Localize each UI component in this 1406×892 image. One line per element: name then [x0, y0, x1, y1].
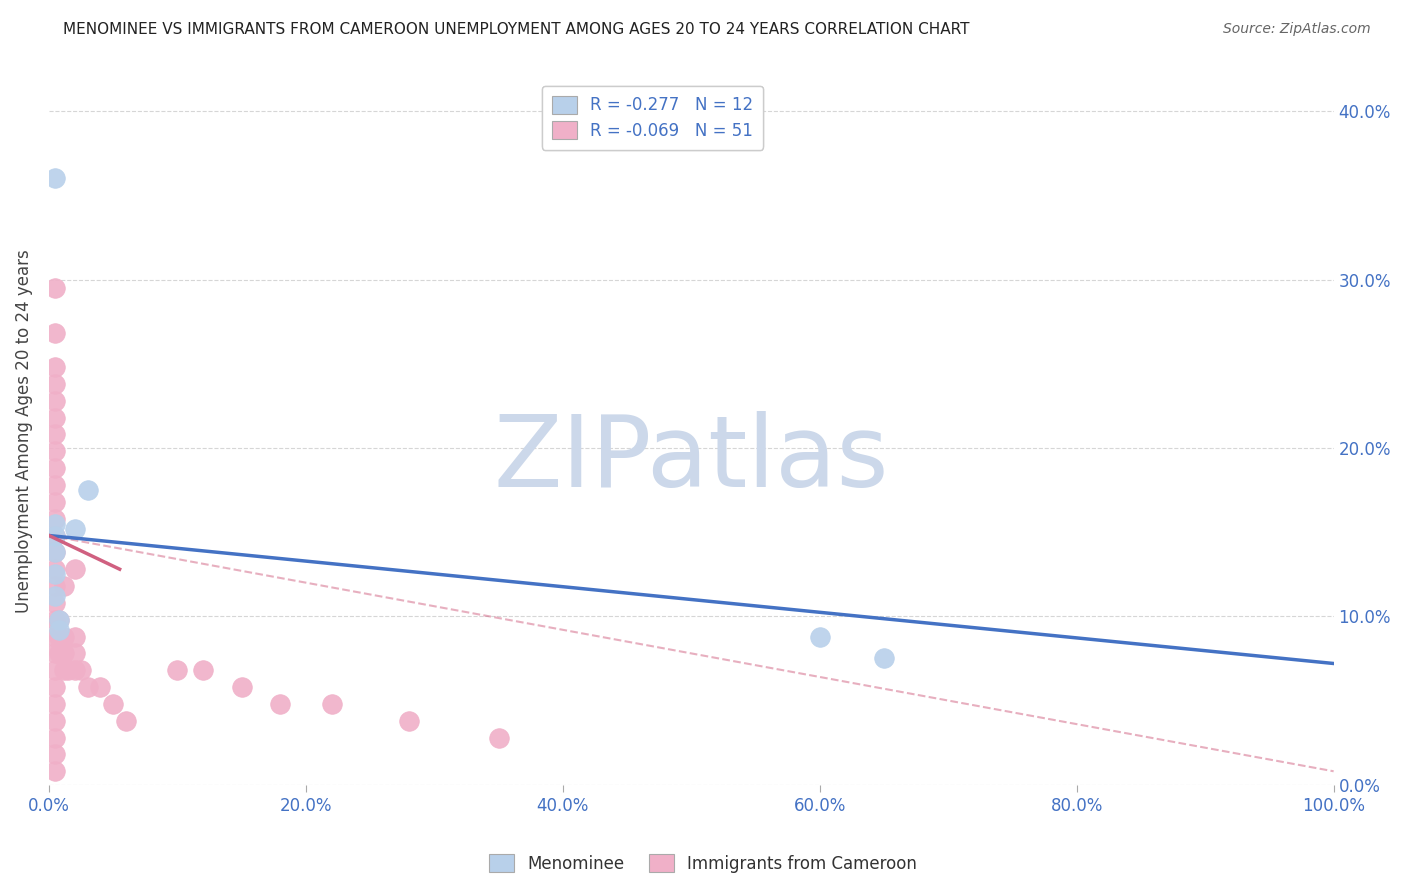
Point: [44, 545, 66, 559]
Point: [44, 663, 66, 677]
Point: [44, 461, 66, 475]
Point: [44, 764, 66, 779]
Point: [269, 697, 291, 711]
Point: [873, 651, 896, 665]
Point: [48, 623, 70, 637]
Point: [44, 495, 66, 509]
Point: [44, 545, 66, 559]
Point: [63, 663, 86, 677]
Text: MENOMINEE VS IMMIGRANTS FROM CAMEROON UNEMPLOYMENT AMONG AGES 20 TO 24 YEARS COR: MENOMINEE VS IMMIGRANTS FROM CAMEROON UN…: [63, 22, 970, 37]
Legend: Menominee, Immigrants from Cameroon: Menominee, Immigrants from Cameroon: [482, 847, 924, 880]
Point: [44, 528, 66, 542]
Text: ZIPatlas: ZIPatlas: [494, 411, 889, 508]
Point: [63, 647, 86, 661]
Point: [488, 731, 510, 745]
Text: Source: ZipAtlas.com: Source: ZipAtlas.com: [1223, 22, 1371, 37]
Point: [70, 663, 93, 677]
Point: [44, 281, 66, 295]
Point: [63, 562, 86, 576]
Point: [44, 613, 66, 627]
Point: [63, 630, 86, 644]
Point: [53, 647, 76, 661]
Point: [44, 171, 66, 186]
Point: [44, 326, 66, 341]
Point: [103, 697, 125, 711]
Point: [44, 567, 66, 582]
Point: [44, 360, 66, 375]
Point: [44, 697, 66, 711]
Point: [44, 516, 66, 531]
Point: [53, 630, 76, 644]
Point: [44, 444, 66, 458]
Legend: R = -0.277   N = 12, R = -0.069   N = 51: R = -0.277 N = 12, R = -0.069 N = 51: [543, 86, 763, 150]
Point: [48, 647, 70, 661]
Point: [58, 663, 80, 677]
Point: [48, 630, 70, 644]
Point: [44, 528, 66, 542]
Point: [89, 680, 111, 694]
Point: [48, 613, 70, 627]
Point: [48, 613, 70, 627]
Point: [44, 714, 66, 728]
Point: [398, 714, 420, 728]
Point: [321, 697, 343, 711]
Point: [44, 731, 66, 745]
Point: [44, 562, 66, 576]
Point: [76, 483, 98, 497]
Point: [44, 596, 66, 610]
Point: [115, 714, 138, 728]
Point: [53, 579, 76, 593]
Point: [44, 410, 66, 425]
Point: [44, 647, 66, 661]
Point: [44, 680, 66, 694]
Point: [76, 680, 98, 694]
Point: [166, 663, 188, 677]
Point: [44, 589, 66, 603]
Point: [44, 427, 66, 442]
Point: [44, 511, 66, 525]
Y-axis label: Unemployment Among Ages 20 to 24 years: Unemployment Among Ages 20 to 24 years: [15, 249, 32, 613]
Point: [44, 630, 66, 644]
Point: [44, 579, 66, 593]
Point: [53, 663, 76, 677]
Point: [63, 522, 86, 536]
Point: [191, 663, 214, 677]
Point: [44, 376, 66, 391]
Point: [44, 747, 66, 762]
Point: [44, 393, 66, 408]
Point: [808, 630, 831, 644]
Point: [231, 680, 253, 694]
Point: [44, 478, 66, 492]
